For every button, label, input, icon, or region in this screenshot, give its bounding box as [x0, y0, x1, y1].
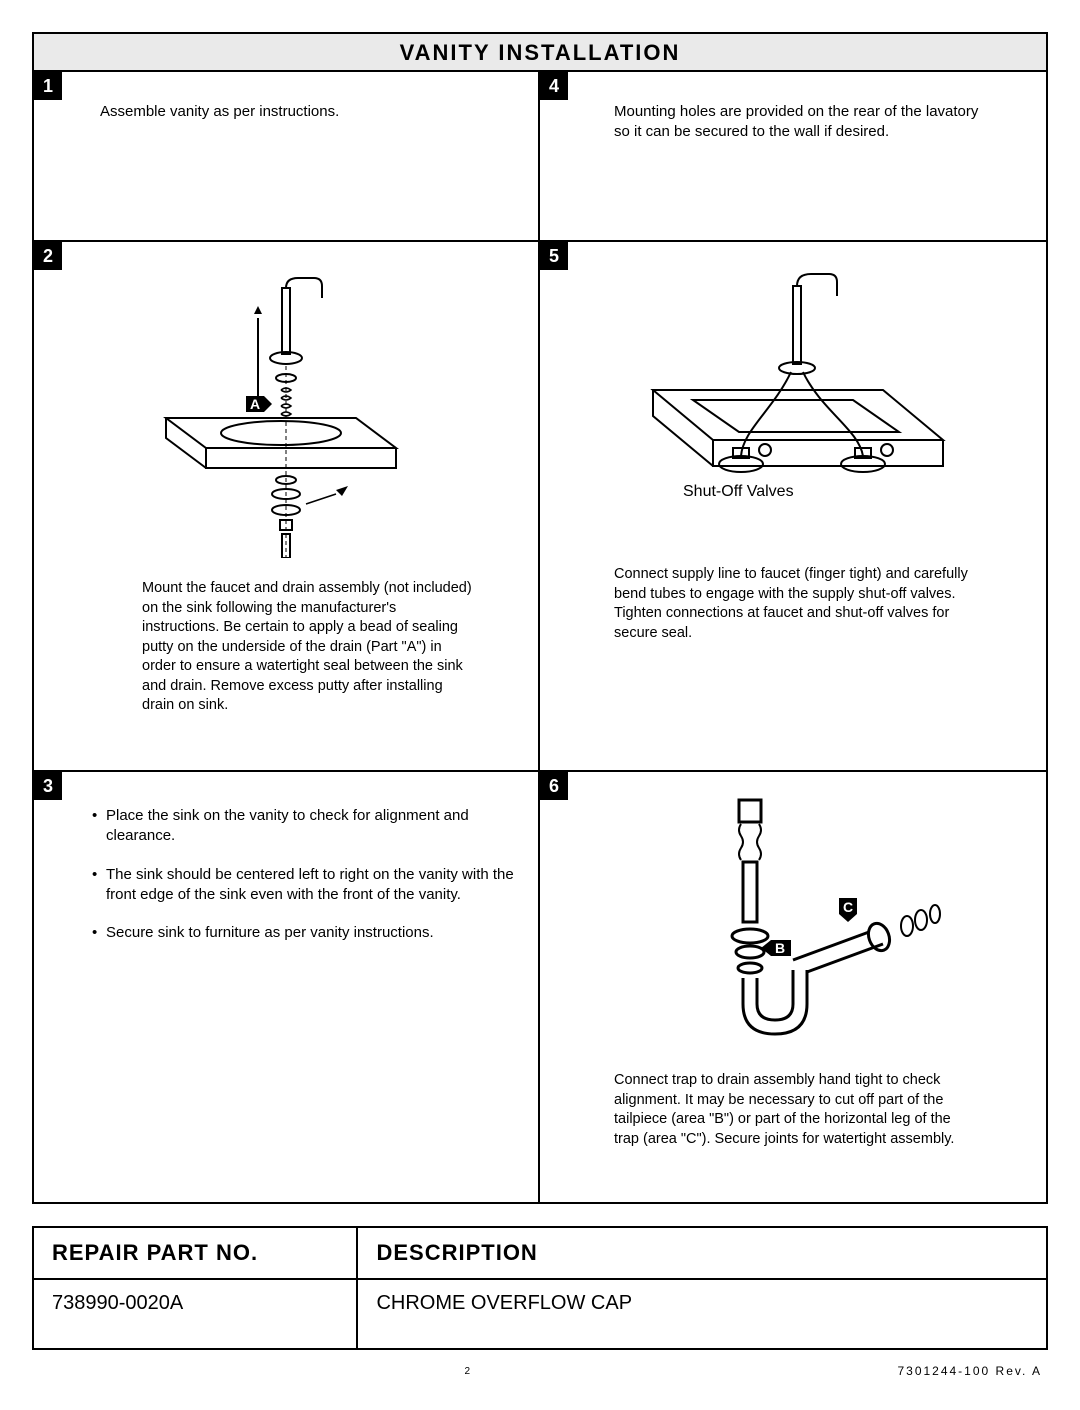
step-5-text: Connect supply line to faucet (finger ti… — [614, 565, 974, 643]
parts-header-no: REPAIR PART NO. — [33, 1227, 357, 1279]
step-4-text: Mounting holes are provided on the rear … — [614, 102, 998, 143]
step-2: 2 — [34, 242, 540, 772]
step-num-1: 1 — [34, 72, 62, 100]
step-6: 6 — [540, 772, 1046, 1202]
step-num-2: 2 — [34, 242, 62, 270]
faucet-drain-diagram-icon: A — [136, 258, 436, 558]
label-c: C — [843, 899, 853, 915]
shutoff-valves-diagram-icon: Shut-Off Valves — [623, 260, 963, 520]
step-num-4: 4 — [540, 72, 568, 100]
page-title: VANITY INSTALLATION — [34, 34, 1046, 72]
step-6-diagram: B C — [558, 790, 1028, 1055]
step-2-diagram: A — [52, 258, 520, 563]
step-3-b2: The sink should be centered left to righ… — [92, 865, 520, 906]
step-num-6: 6 — [540, 772, 568, 800]
step-5-diagram: Shut-Off Valves — [558, 260, 1028, 525]
page-number: 2 — [464, 1366, 471, 1377]
part-no: 738990-0020A — [33, 1279, 357, 1349]
shutoff-callout: Shut-Off Valves — [683, 483, 794, 500]
step-3-b3: Secure sink to furniture as per vanity i… — [92, 923, 520, 943]
p-trap-diagram-icon: B C — [643, 790, 943, 1050]
step-1-text: Assemble vanity as per instructions. — [100, 102, 520, 122]
steps-grid: 1 Assemble vanity as per instructions. 4… — [34, 72, 1046, 1202]
parts-header-desc: DESCRIPTION — [357, 1227, 1047, 1279]
label-b: B — [775, 940, 785, 956]
step-4: 4 Mounting holes are provided on the rea… — [540, 72, 1046, 242]
step-1: 1 Assemble vanity as per instructions. — [34, 72, 540, 242]
step-2-text: Mount the faucet and drain assembly (not… — [142, 579, 472, 716]
step-num-3: 3 — [34, 772, 62, 800]
step-3-bullets: Place the sink on the vanity to check fo… — [52, 806, 520, 943]
part-desc: CHROME OVERFLOW CAP — [357, 1279, 1047, 1349]
installation-panel: VANITY INSTALLATION 1 Assemble vanity as… — [32, 32, 1048, 1204]
step-3: 3 Place the sink on the vanity to check … — [34, 772, 540, 1202]
footer: 2 7301244-100 Rev. A — [32, 1364, 1048, 1378]
step-6-text: Connect trap to drain assembly hand tigh… — [614, 1071, 974, 1149]
step-num-5: 5 — [540, 242, 568, 270]
doc-revision: 7301244-100 Rev. A — [897, 1364, 1042, 1378]
step-5: 5 — [540, 242, 1046, 772]
table-row: 738990-0020A CHROME OVERFLOW CAP — [33, 1279, 1047, 1349]
repair-parts-table: REPAIR PART NO. DESCRIPTION 738990-0020A… — [32, 1226, 1048, 1350]
label-a: A — [250, 396, 260, 412]
step-3-b1: Place the sink on the vanity to check fo… — [92, 806, 520, 847]
